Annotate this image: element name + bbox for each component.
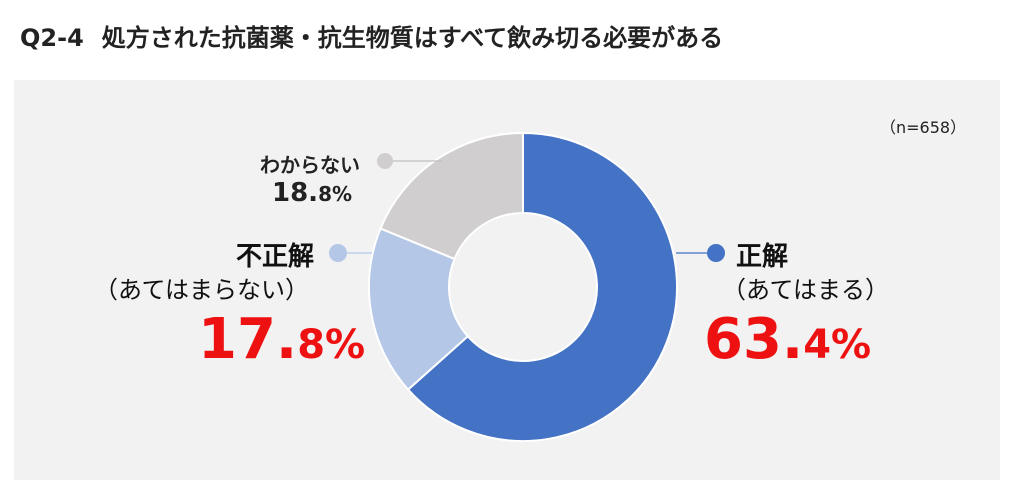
- incorrect-percent-int: 17.: [198, 307, 298, 372]
- page-title: Q2-4 処方された抗菌薬・抗生物質はすべて飲み切る必要がある: [20, 18, 723, 53]
- legend-dot-incorrect: [329, 244, 347, 262]
- label-correct-name: 正解: [736, 242, 789, 272]
- unknown-percent-dec: 8%: [318, 182, 353, 206]
- incorrect-percent-dec: 8%: [297, 322, 366, 368]
- label-correct-sub: （あてはまる）: [722, 276, 890, 304]
- question-text: 処方された抗菌薬・抗生物質はすべて飲み切る必要がある: [101, 24, 724, 52]
- label-incorrect-name: 不正解: [236, 242, 315, 272]
- sample-size-label: （n=658）: [880, 118, 967, 137]
- label-incorrect-percent: 17.8%: [198, 312, 365, 368]
- legend-dot-correct: [707, 244, 725, 262]
- slice-incorrect: [368, 227, 470, 391]
- label-unknown-name: わからない: [260, 153, 360, 177]
- leader-lines: [329, 153, 725, 262]
- label-unknown-percent: 18.8%: [272, 180, 352, 206]
- donut-slices: [368, 131, 678, 442]
- unknown-percent-int: 18.: [272, 178, 319, 208]
- slice-correct: [406, 131, 678, 442]
- legend-dot-unknown: [377, 153, 393, 169]
- correct-percent-int: 63.: [704, 307, 804, 372]
- label-incorrect-sub: （あてはまらない）: [94, 276, 310, 304]
- correct-percent-dec: 4%: [803, 322, 872, 368]
- question-number: Q2-4: [20, 24, 84, 52]
- slice-unknown: [379, 131, 524, 261]
- label-correct-percent: 63.4%: [704, 312, 871, 368]
